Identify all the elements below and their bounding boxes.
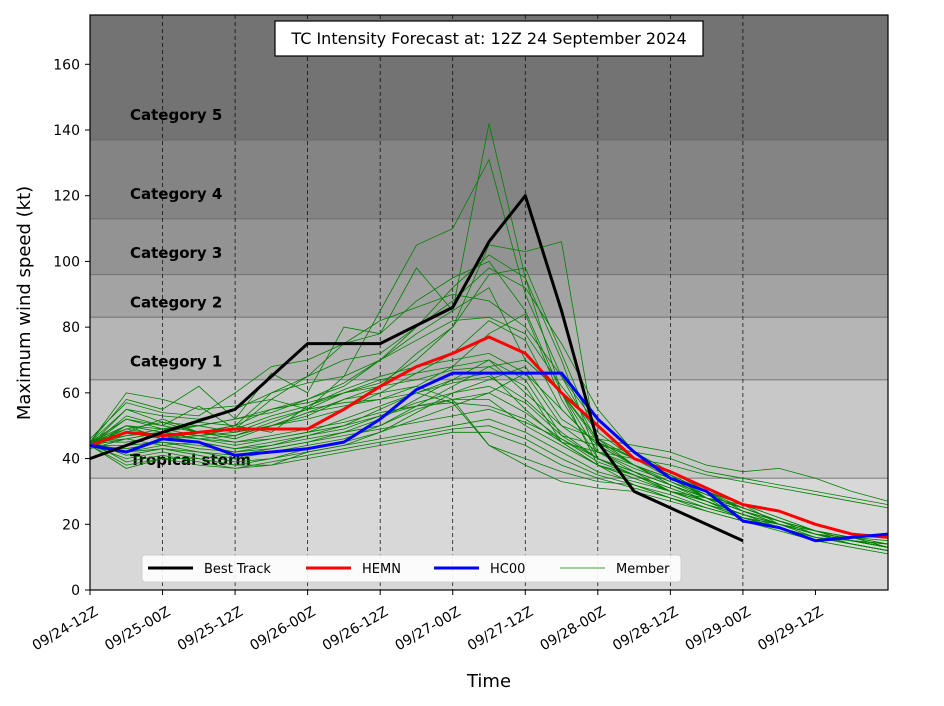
chart-title: TC Intensity Forecast at: 12Z 24 Septemb…	[290, 29, 686, 48]
band-label-5: Category 4	[130, 185, 222, 203]
title-box: TC Intensity Forecast at: 12Z 24 Septemb…	[274, 20, 704, 57]
legend-label-0: Best Track	[204, 562, 271, 577]
main-series-lines	[89, 194, 889, 543]
y-tick-label-80: 80	[62, 320, 80, 336]
x-axis-label: Time	[466, 671, 511, 692]
x-tick-label-0: 09/24-12Z	[30, 604, 101, 654]
x-axis: 09/24-12Z 09/25-00Z 09/25-12Z 09/26-00Z 09/2…	[30, 590, 826, 654]
legend: Best Track HEMN HC00 Member	[141, 554, 682, 583]
member-line-11	[89, 313, 889, 551]
member-lines	[89, 123, 889, 555]
member-line-22	[89, 408, 889, 545]
x-tick-label-1: 09/25-00Z	[102, 604, 173, 654]
member-line-18	[90, 385, 889, 545]
legend-label-1: HEMN	[362, 562, 401, 577]
band-label-6: Category 5	[130, 106, 222, 124]
band-label-4: Category 3	[130, 244, 222, 262]
x-tick-label-3: 09/26-00Z	[247, 604, 318, 654]
y-tick-label-40: 40	[62, 452, 80, 468]
y-tick-label-120: 120	[53, 189, 80, 205]
x-tick-label-7: 09/28-00Z	[538, 604, 609, 654]
legend-label-3: Member	[616, 562, 670, 577]
y-tick-label-20: 20	[62, 517, 80, 533]
vertical-gridlines	[162, 15, 744, 590]
x-tick-label-5: 09/27-00Z	[392, 604, 463, 654]
y-tick-label-160: 160	[53, 57, 80, 73]
plot-frame	[89, 14, 889, 591]
band-3	[90, 274, 888, 318]
y-axis-label: Maximum wind speed (kt)	[14, 186, 35, 420]
series-line-hemn	[89, 335, 889, 539]
member-line-14	[89, 366, 889, 545]
band-5	[90, 139, 888, 219]
band-4	[90, 218, 888, 275]
member-line-24	[89, 425, 889, 551]
band-2	[90, 317, 888, 380]
series-line-hc00	[89, 371, 889, 543]
x-tick-label-4: 09/26-12Z	[320, 604, 391, 654]
x-tick-label-2: 09/25-12Z	[175, 604, 246, 654]
x-tick-label-8: 09/28-12Z	[610, 604, 681, 654]
y-tick-label-60: 60	[62, 386, 80, 402]
y-tick-label-100: 100	[53, 254, 80, 270]
band-label-2: Category 1	[130, 353, 222, 371]
member-line-0	[89, 123, 889, 551]
legend-label-2: HC00	[490, 562, 525, 577]
y-axis: 0 20 40 60 80 100 120 140 160	[53, 57, 90, 599]
x-tick-label-6: 09/27-12Z	[465, 604, 536, 654]
y-tick-label-140: 140	[53, 123, 80, 139]
band-label-3: Category 2	[130, 293, 222, 311]
member-line-23	[89, 418, 889, 548]
y-tick-label-0: 0	[71, 583, 80, 599]
intensity-bands	[90, 15, 888, 590]
x-tick-label-10: 09/29-12Z	[755, 604, 826, 654]
x-tick-label-9: 09/29-00Z	[683, 604, 754, 654]
member-line-30	[89, 366, 889, 509]
series-line-best-track	[89, 194, 744, 543]
